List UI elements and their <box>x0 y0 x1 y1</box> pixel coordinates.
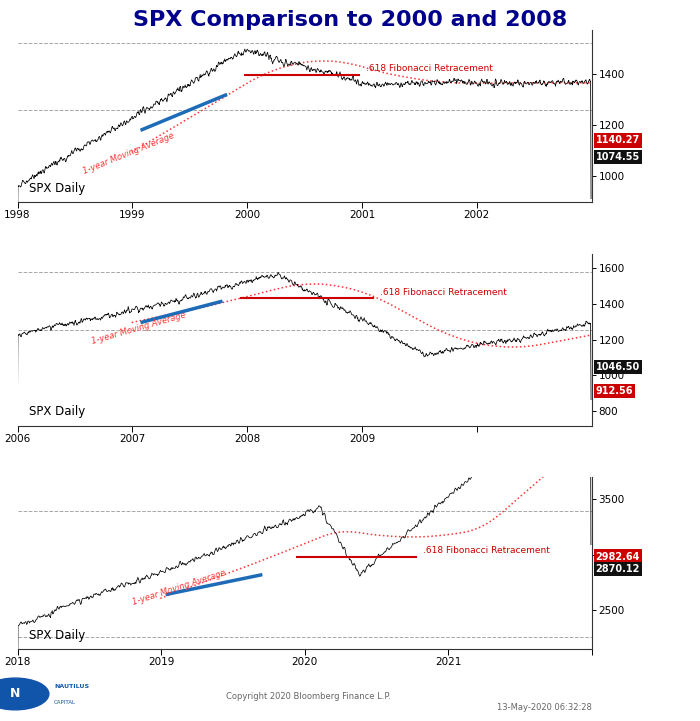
Text: 1074.55: 1074.55 <box>596 152 640 162</box>
Text: .618 Fibonacci Retracement: .618 Fibonacci Retracement <box>423 546 550 555</box>
Text: SPX Daily: SPX Daily <box>29 405 85 418</box>
Text: 2982.64: 2982.64 <box>596 552 640 562</box>
Text: SPX Daily: SPX Daily <box>29 182 85 195</box>
Text: 1-year Moving Average: 1-year Moving Average <box>132 568 227 606</box>
Circle shape <box>0 678 49 709</box>
Text: Copyright 2020 Bloomberg Finance L.P.: Copyright 2020 Bloomberg Finance L.P. <box>225 692 391 702</box>
Text: 1-year Moving Average: 1-year Moving Average <box>90 311 187 346</box>
Text: SPX Daily: SPX Daily <box>29 629 85 642</box>
Text: NAUTILUS: NAUTILUS <box>54 684 89 689</box>
Text: N: N <box>10 687 20 701</box>
Text: 13-May-2020 06:32:28: 13-May-2020 06:32:28 <box>496 703 592 712</box>
Text: 912.56: 912.56 <box>596 386 634 396</box>
Text: .618 Fibonacci Retracement: .618 Fibonacci Retracement <box>379 288 507 297</box>
Text: CAPITAL: CAPITAL <box>54 700 76 705</box>
Text: 1140.27: 1140.27 <box>596 136 640 146</box>
Text: 2870.12: 2870.12 <box>596 564 640 574</box>
Text: SPX Comparison to 2000 and 2008: SPX Comparison to 2000 and 2008 <box>133 10 567 30</box>
Text: 1-year Moving Average: 1-year Moving Average <box>81 131 175 176</box>
Text: .618 Fibonacci Retracement: .618 Fibonacci Retracement <box>366 64 493 74</box>
Text: 1046.50: 1046.50 <box>596 362 640 372</box>
